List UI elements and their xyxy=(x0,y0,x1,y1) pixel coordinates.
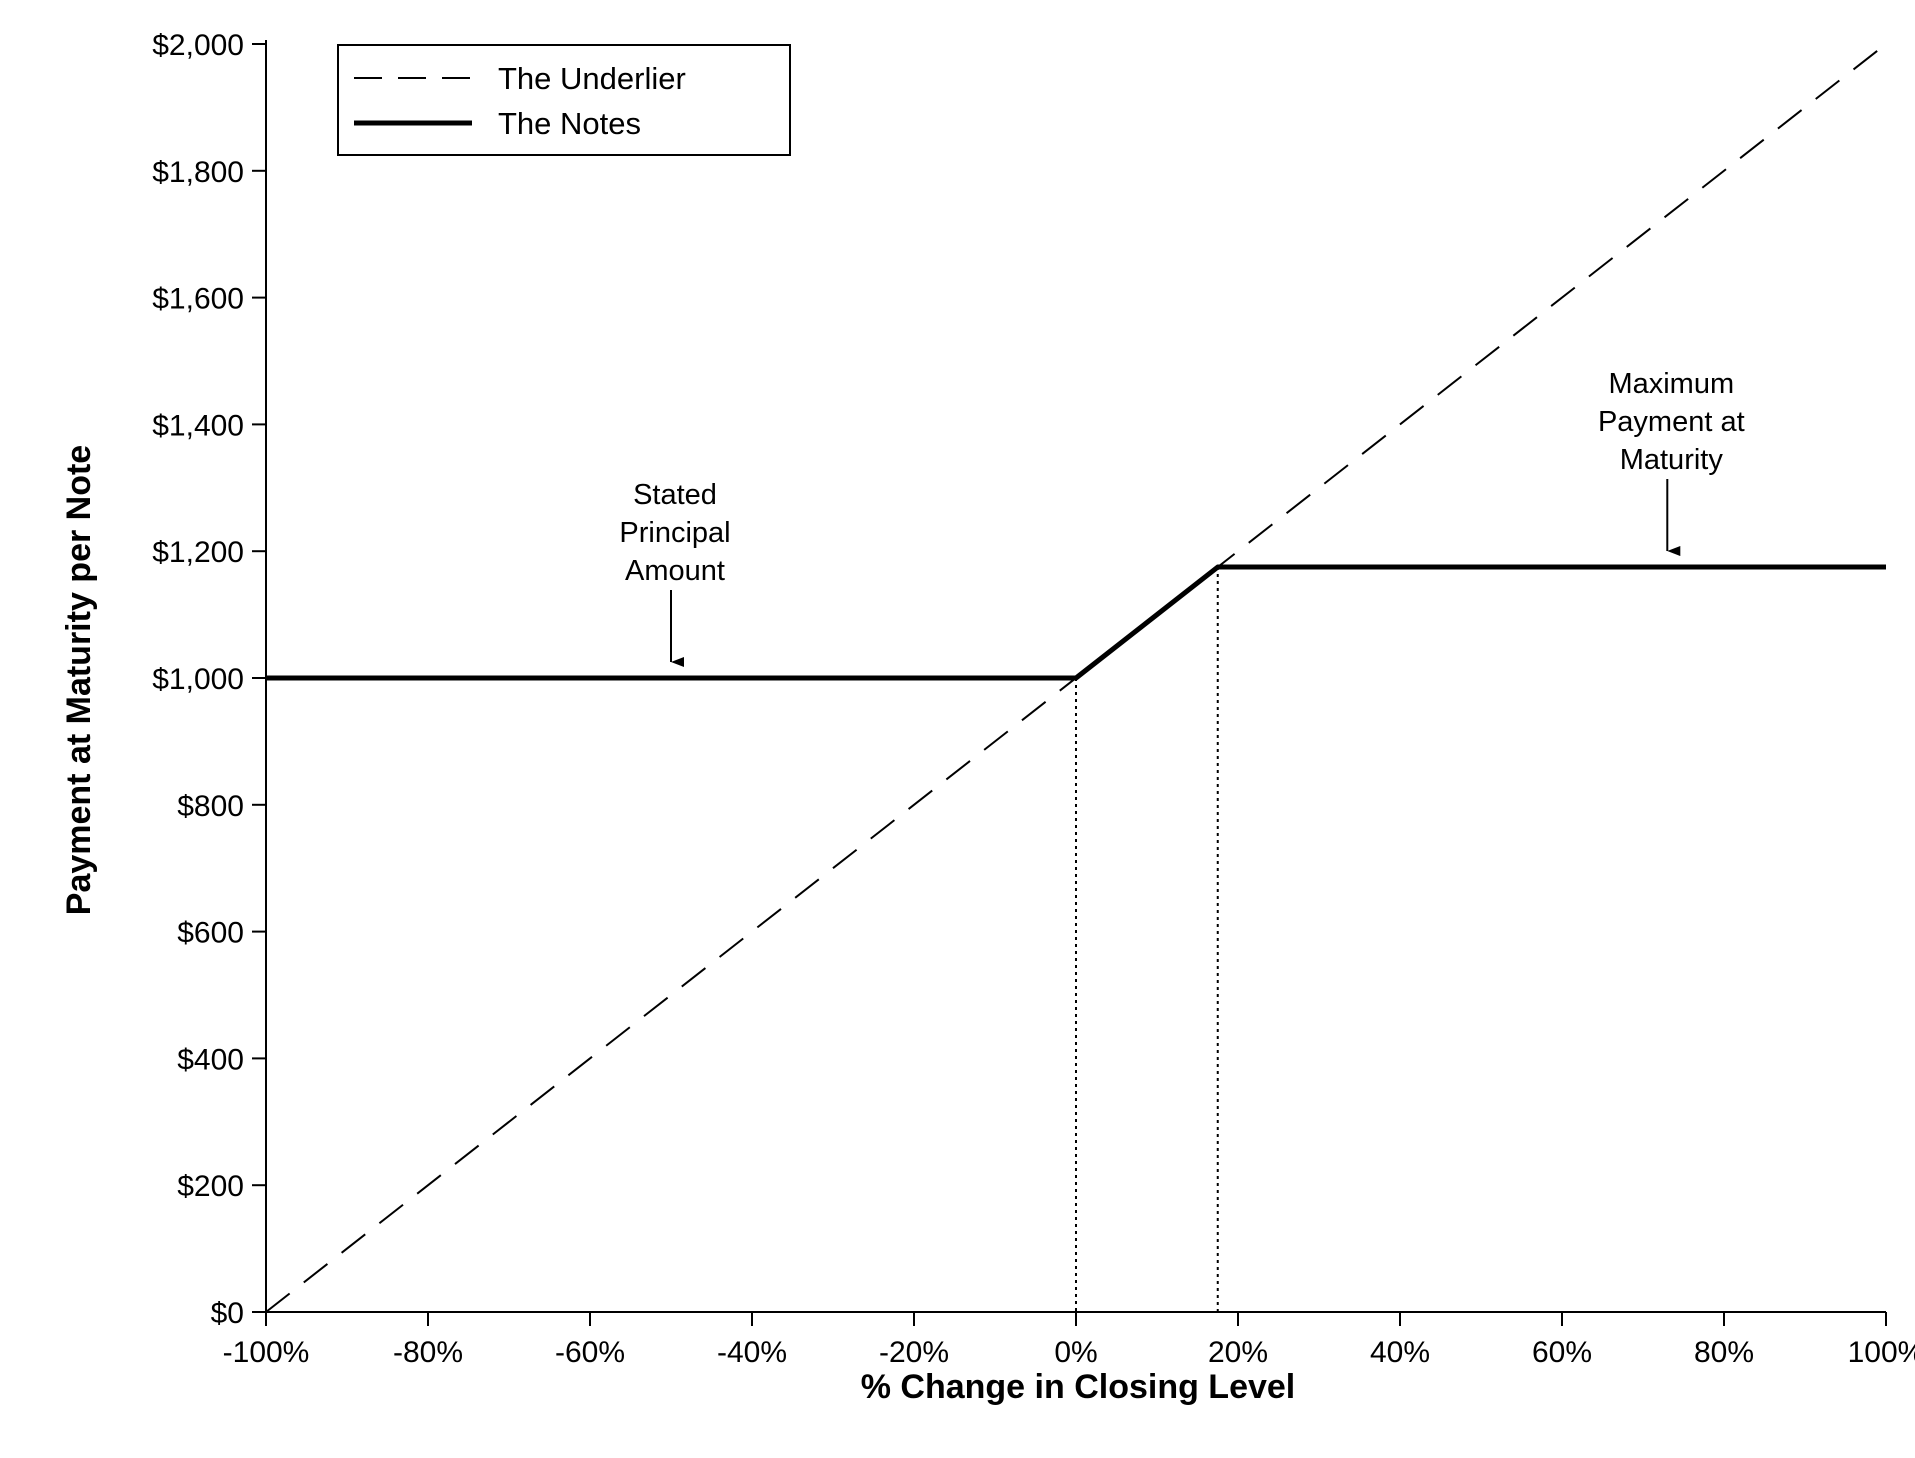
annotations: Stated Principal Amount Maximum Payment at Ma… xyxy=(619,368,1745,667)
annotation-text: Payment at xyxy=(1598,406,1745,438)
annotation-text: Maximum xyxy=(1608,368,1734,400)
annotation-text: Principal xyxy=(619,517,730,549)
x-tick-label: -20% xyxy=(879,1336,949,1369)
x-tick-label: 100% xyxy=(1848,1336,1915,1369)
y-axis-title: Payment at Maturity per Note xyxy=(60,445,98,915)
y-tick-label: $1,600 xyxy=(152,283,244,316)
x-tick-label: 20% xyxy=(1208,1336,1268,1369)
y-tick-label: $0 xyxy=(211,1297,244,1330)
x-tick-label: 60% xyxy=(1532,1336,1592,1369)
x-tick-label: -40% xyxy=(717,1336,787,1369)
y-tick-label: $400 xyxy=(177,1043,244,1076)
plot-area xyxy=(265,43,1887,1313)
y-tick-label: $1,000 xyxy=(152,663,244,696)
x-tick-label: 40% xyxy=(1370,1336,1430,1369)
y-tick-label: $1,800 xyxy=(152,156,244,189)
legend: The Underlier The Notes xyxy=(337,44,791,156)
legend-label-underlier: The Underlier xyxy=(498,61,686,96)
legend-label-notes: The Notes xyxy=(498,106,641,141)
y-tick-label: $1,200 xyxy=(152,536,244,569)
x-axis: -100% -80% -60% -40% -20% 0% 20% 40% 60% 80% 100% xyxy=(223,1311,1915,1369)
x-axis-title: % Change in Closing Level xyxy=(861,1368,1296,1406)
annotation-text: Maturity xyxy=(1620,444,1724,476)
x-tick-label: -100% xyxy=(223,1336,310,1369)
y-tick-label: $600 xyxy=(177,917,244,950)
x-tick-label: -80% xyxy=(393,1336,463,1369)
x-tick-label: -60% xyxy=(555,1336,625,1369)
y-tick-label: $1,400 xyxy=(152,409,244,442)
y-axis: $0 $200 $400 $600 $800 $1,000 $1,200 $1,400 $1,6… xyxy=(152,29,267,1330)
y-tick-label: $200 xyxy=(177,1170,244,1203)
y-tick-label: $800 xyxy=(177,790,244,823)
series-line-notes xyxy=(266,564,1886,681)
annotation-text: Stated xyxy=(633,479,717,511)
y-tick-label: $2,000 xyxy=(152,29,244,62)
legend-box xyxy=(337,44,791,156)
x-tick-label: 0% xyxy=(1054,1336,1097,1369)
x-tick-label: 80% xyxy=(1694,1336,1754,1369)
annotation-text: Amount xyxy=(625,555,725,587)
